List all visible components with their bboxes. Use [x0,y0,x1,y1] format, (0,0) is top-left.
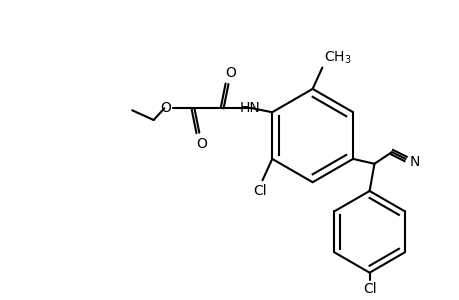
Text: O: O [196,136,206,151]
Text: CH$_3$: CH$_3$ [324,49,351,66]
Text: HN: HN [239,101,260,115]
Text: Cl: Cl [362,282,375,296]
Text: N: N [409,155,419,169]
Text: O: O [160,101,171,115]
Text: Cl: Cl [253,184,267,198]
Text: O: O [224,66,235,80]
